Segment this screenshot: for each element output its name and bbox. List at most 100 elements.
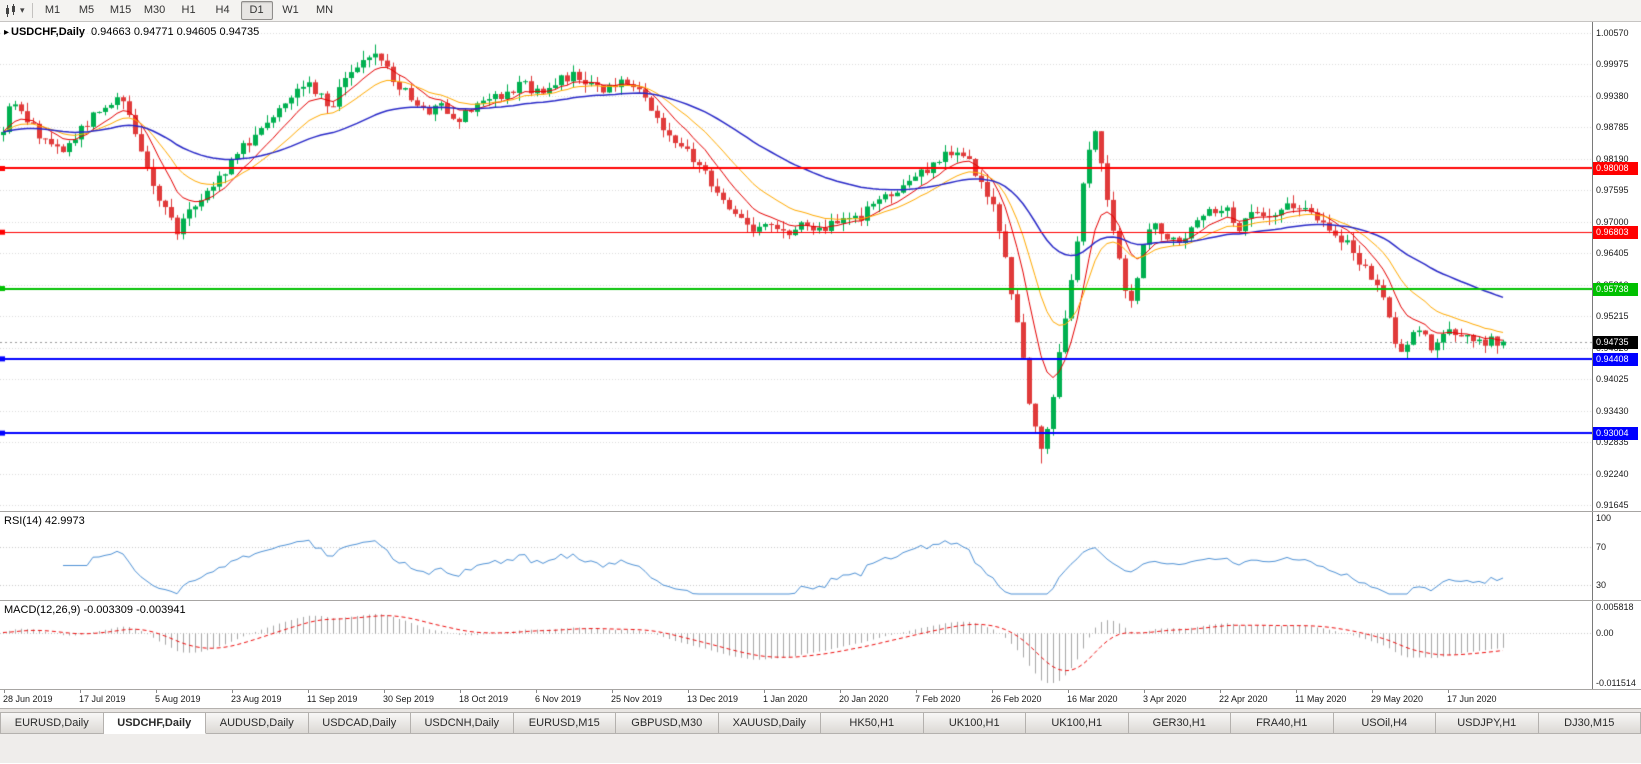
chart-ohlc-values: 0.94663 0.94771 0.94605 0.94735 [91,26,260,38]
chevron-down-icon[interactable]: ▾ [20,5,25,15]
macd-title-text: MACD(12,26,9) -0.003309 -0.003941 [4,604,186,616]
timeframe-button-mn[interactable]: MN [315,4,334,16]
tab-usoil-h4[interactable]: USOil,H4 [1333,712,1436,734]
price-tick-label: 0.92240 [1596,468,1629,479]
panel-splitter[interactable] [0,511,1641,512]
price-tick-label: 0.94025 [1596,374,1629,385]
rsi-panel-canvas[interactable] [0,512,1592,600]
date-label: 28 Jun 2019 [3,694,53,704]
date-tick [1068,690,1069,693]
tab-gbpusd-m30[interactable]: GBPUSD,M30 [616,712,719,734]
timeframe-button-m30[interactable]: M30 [143,4,166,16]
date-tick [1372,690,1373,693]
rsi-level-label: 100 [1596,513,1612,523]
date-tick [1220,690,1221,693]
date-tick [4,690,5,693]
date-label: 18 Oct 2019 [459,694,509,704]
date-label: 13 Dec 2019 [687,694,739,704]
date-label: 5 Aug 2019 [155,694,201,704]
date-label: 1 Jan 2020 [763,694,808,704]
timeframe-group: M1 M5 M15 M30 H1 H4 D1 W1 MN [37,1,341,20]
timeframe-button-m15[interactable]: M15 [109,4,132,16]
date-label: 11 May 2020 [1295,694,1347,704]
price-tick-label: 0.95215 [1596,311,1629,322]
price-line-badge: 0.93004 [1593,427,1638,441]
price-tick-label: 0.97595 [1596,185,1629,196]
rsi-level-label: 30 [1596,579,1607,590]
date-label: 30 Sep 2019 [383,694,435,704]
price-tick-label: 0.96405 [1596,248,1629,259]
date-tick [384,690,385,693]
date-tick [460,690,461,693]
timeframe-button-m5[interactable]: M5 [78,4,95,16]
window-filler [0,734,1641,763]
macd-tick-label: -0.011514 [1596,678,1636,688]
price-line-badge: 0.94408 [1593,352,1638,366]
date-label: 29 May 2020 [1371,694,1424,704]
date-label: 25 Nov 2019 [611,694,663,704]
timeframe-button-m1[interactable]: M1 [44,4,61,16]
date-tick [232,690,233,693]
price-tick-label: 0.99975 [1596,59,1629,70]
main-chart-canvas[interactable] [0,22,1592,511]
tab-usdcad-daily[interactable]: USDCAD,Daily [308,712,411,734]
timeframe-button-w1[interactable]: W1 [282,4,299,16]
date-tick [612,690,613,693]
price-tick-label: 0.97000 [1596,216,1629,227]
date-tick [1448,690,1449,693]
candlestick-icon [6,3,15,17]
macd-indicator-label: MACD(12,26,9) -0.003309 -0.003941 [4,604,186,616]
timeframe-button-h1[interactable]: H1 [181,4,196,16]
date-label: 26 Feb 2020 [991,694,1042,704]
price-line-badge: 0.96803 [1593,226,1638,240]
macd-tick-label: 0.00 [1596,627,1614,638]
tab-eurusd-m15[interactable]: EURUSD,M15 [513,712,616,734]
chart-title: ▸ USDCHF,Daily 0.94663 0.94771 0.94605 0.9… [4,26,259,38]
chart-arrow-icon: ▸ [4,27,10,38]
tab-usdcnh-daily[interactable]: USDCNH,Daily [411,712,514,734]
chart-area: ▸ USDCHF,Daily 0.94663 0.94771 0.94605 0.9… [0,22,1641,708]
tab-uk100-h1[interactable]: UK100,H1 [923,712,1026,734]
chart-tab-bar: EURUSD,Daily USDCHF,Daily AUDUSD,Daily USDC… [0,708,1641,734]
date-label: 23 Aug 2019 [231,694,282,704]
date-tick [764,690,765,693]
current-price-badge: 0.94735 [1593,335,1638,349]
date-label: 3 Apr 2020 [1143,694,1187,704]
tab-usdchf-daily[interactable]: USDCHF,Daily [103,712,206,734]
date-tick [80,690,81,693]
charts-icon[interactable] [3,3,19,19]
date-tick [992,690,993,693]
tab-hk50-h1[interactable]: HK50,H1 [821,712,924,734]
rsi-level-label: 70 [1596,541,1607,552]
tab-eurusd-daily[interactable]: EURUSD,Daily [0,712,104,734]
macd-panel-canvas[interactable] [0,601,1592,689]
toolbar-separator [31,3,33,18]
date-label: 16 Mar 2020 [1067,694,1118,704]
price-tick-label: 0.98190 [1596,153,1629,164]
tab-ger30-h1[interactable]: GER30,H1 [1128,712,1231,734]
panel-splitter [0,689,1641,690]
date-tick [1144,690,1145,693]
date-tick [688,690,689,693]
price-tick-label: 0.98785 [1596,122,1629,133]
tab-uk100-h1[interactable]: UK100,H1 [1026,712,1129,734]
date-label: 11 Sep 2019 [307,694,358,704]
price-tick-label: 1.00570 [1596,28,1629,38]
date-tick [156,690,157,693]
timeframe-button-h4[interactable]: H4 [215,4,230,16]
tab-fra40-h1[interactable]: FRA40,H1 [1231,712,1334,734]
price-tick-label: 0.93430 [1596,405,1629,416]
date-tick [840,690,841,693]
timeframe-button-d1[interactable]: D1 [240,1,273,20]
date-axis[interactable] [0,690,1641,708]
tab-xauusd-daily[interactable]: XAUUSD,Daily [718,712,821,734]
date-label: 22 Apr 2020 [1219,694,1268,704]
tab-usdjpy-h1[interactable]: USDJPY,H1 [1436,712,1539,734]
price-tick-label: 0.99380 [1596,90,1629,101]
date-tick [308,690,309,693]
price-tick-label: 0.92835 [1596,437,1629,448]
panel-splitter[interactable] [0,600,1641,601]
tab-audusd-daily[interactable]: AUDUSD,Daily [206,712,309,734]
tab-dj30-m15[interactable]: DJ30,M15 [1538,712,1641,734]
